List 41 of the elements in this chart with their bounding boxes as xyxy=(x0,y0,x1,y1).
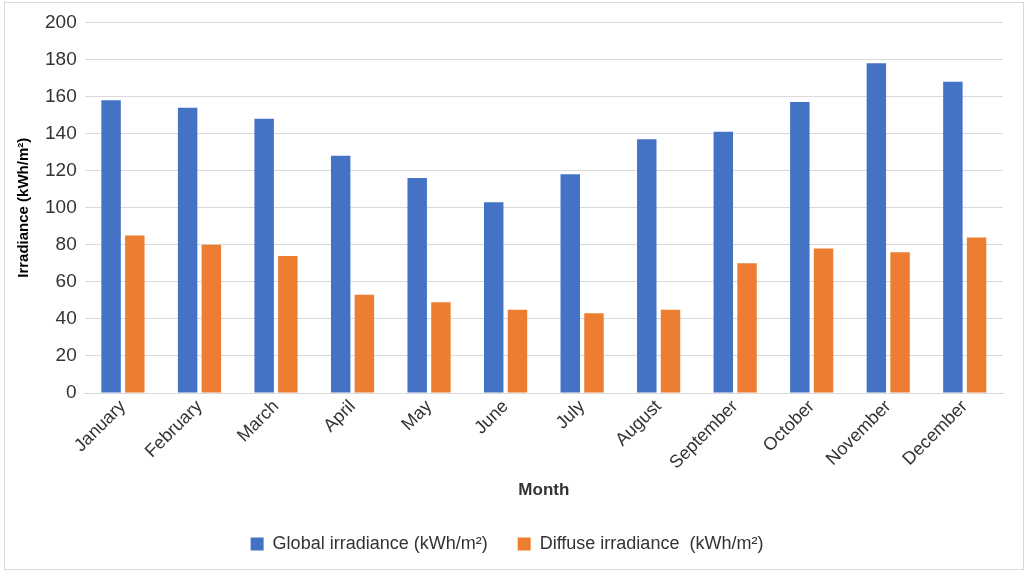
x-axis-title: Month xyxy=(518,480,570,500)
bar xyxy=(354,294,375,393)
bar xyxy=(507,309,528,393)
x-tick-label: May xyxy=(397,395,436,435)
bar xyxy=(278,255,298,393)
legend-label: Diffuse irradiance (kWh/m²) xyxy=(539,532,764,553)
bar xyxy=(966,237,987,393)
bar xyxy=(101,100,121,393)
bar xyxy=(201,244,222,393)
y-tick-label: 60 xyxy=(55,270,77,292)
y-tick-label: 120 xyxy=(45,158,77,180)
bar xyxy=(790,102,810,393)
bar xyxy=(254,118,274,393)
bar xyxy=(584,313,604,393)
y-tick-label: 0 xyxy=(66,381,77,403)
bar xyxy=(713,131,734,393)
bar xyxy=(560,174,580,393)
y-tick-label: 160 xyxy=(45,84,77,106)
bar xyxy=(125,235,145,393)
y-tick-label: 180 xyxy=(45,47,77,69)
y-tick-label: 200 xyxy=(45,10,77,32)
bar xyxy=(813,248,834,393)
bar xyxy=(890,252,910,393)
y-tick-label: 20 xyxy=(55,344,77,366)
y-tick-label: 80 xyxy=(55,233,77,255)
bar xyxy=(407,178,427,393)
x-tick-label: July xyxy=(551,395,589,433)
bar xyxy=(330,155,351,393)
bar xyxy=(431,302,451,393)
bar xyxy=(177,107,198,393)
bar xyxy=(943,81,963,393)
y-axis-title: Irradiance (kWh/m²) xyxy=(14,137,32,278)
bar xyxy=(737,263,757,393)
bar xyxy=(660,309,681,393)
y-tick-label: 140 xyxy=(45,121,77,143)
bar xyxy=(866,63,887,393)
legend-label: Global irradiance (kWh/m²) xyxy=(272,532,488,553)
bar xyxy=(637,139,657,393)
y-tick-label: 40 xyxy=(55,307,77,329)
bar xyxy=(484,202,504,393)
y-tick-label: 100 xyxy=(45,195,77,217)
